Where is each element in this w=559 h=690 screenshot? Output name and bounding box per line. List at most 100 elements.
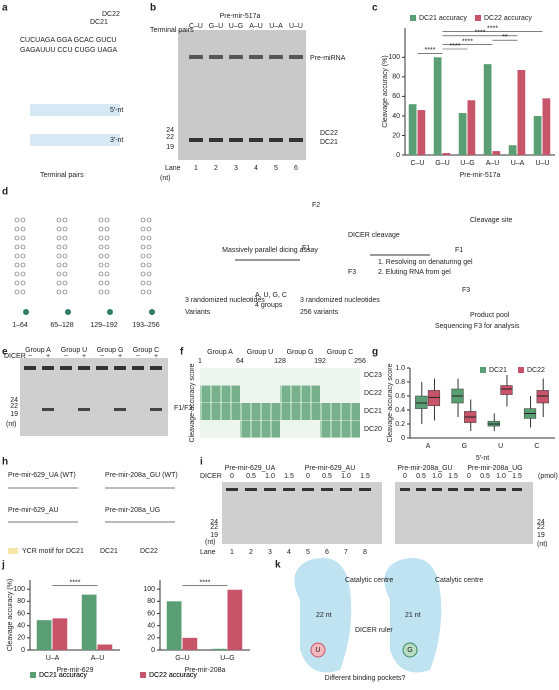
label: U [315,647,320,654]
label: 19 [10,411,18,418]
nt [146,226,152,232]
y-tick-label: 100 [143,586,155,593]
nt [62,235,68,241]
nt [62,262,68,268]
nt [104,271,110,277]
heat-cell [220,403,222,420]
heat-cell [222,403,224,420]
sig-label: **** [487,25,498,32]
bar [442,153,451,155]
band [448,488,458,491]
heat-cell [296,403,298,420]
heat-cell [244,420,246,438]
label: Pre-mir-517a [220,13,261,20]
rand-nt [107,309,113,315]
label: DC21 [364,408,382,415]
nt [140,271,146,277]
panel-letter: g [372,347,378,358]
label: DICER [4,353,26,360]
nt [146,262,152,268]
label: Pre-mir-629_UA (WT) [8,472,76,479]
nt [98,217,104,223]
y-tick-label: 0 [21,647,25,654]
label: 5 [306,549,310,556]
heat-cell [318,403,320,420]
band [150,408,162,411]
nt [146,253,152,259]
heat-cell [304,385,306,403]
nt [146,271,152,277]
nt [14,280,20,286]
label: Pre-mir-208a_UG [105,507,160,514]
heat-cell [348,420,350,438]
heat-cell [218,385,220,403]
label: 128 [274,358,286,365]
label: 129–192 [90,322,117,329]
heat-cell [340,420,342,438]
heat-cell [202,385,204,403]
label: 3 randomized nucleotides [185,297,265,304]
heat-cell [230,385,232,403]
nt [20,289,26,295]
heat-cell [300,403,302,420]
band [264,488,276,491]
label: 0 [403,473,407,480]
heat-cell [310,385,312,403]
heat-cell [316,385,318,403]
label: 22 [210,524,218,531]
heat-cell [204,385,206,403]
bar [417,110,426,155]
band [432,488,442,491]
heat-cell [278,420,280,438]
gel-e [20,358,168,436]
heat-cell [202,403,204,420]
label: F1/F3 [174,405,192,412]
x-label: Pre-mir-629 [57,667,94,674]
label: 24 [166,127,174,134]
heat-cell [354,403,356,420]
label: − [136,353,140,360]
heat-cell [238,403,240,420]
label: 21 nt [405,612,421,619]
label: DICER ruler [355,627,393,634]
label: 64 [236,358,244,365]
heat-cell [240,403,242,420]
bar [508,145,517,155]
heat-cell [234,403,236,420]
label: 0.5 [246,473,256,480]
heat-cell [342,403,344,420]
label: GAGAUUU CCU CUGG UAGA [20,47,118,54]
band [321,488,333,491]
nt [56,235,62,241]
heat-cell [206,385,208,403]
label: 2 [249,549,253,556]
label: Pre-mir-208a_GU [397,465,452,472]
y-tick-label: 80 [17,598,25,605]
nt [104,253,110,259]
label: Product pool [470,312,510,319]
label: 65–128 [50,322,73,329]
heat-cell [282,385,284,403]
heat-cell [268,420,270,438]
label: DC23 [364,372,382,379]
label: 192 [314,358,326,365]
heat-cell [228,385,230,403]
legend-swatch [410,15,416,21]
label: 3 [234,165,238,172]
band [400,488,410,491]
band [512,488,522,491]
heat-cell [308,385,310,403]
heat-cell [350,403,352,420]
label: Group A [207,349,233,356]
legend-swatch [30,672,36,678]
y-tick-label: 20 [392,132,400,139]
heat-cell [266,403,268,420]
band [229,55,243,59]
band [209,55,223,59]
nt [98,289,104,295]
box [427,390,441,407]
heat-cell [292,403,294,420]
heat-cell [332,420,334,438]
heat-cell [330,403,332,420]
x-tick-label: A–U [486,160,500,167]
